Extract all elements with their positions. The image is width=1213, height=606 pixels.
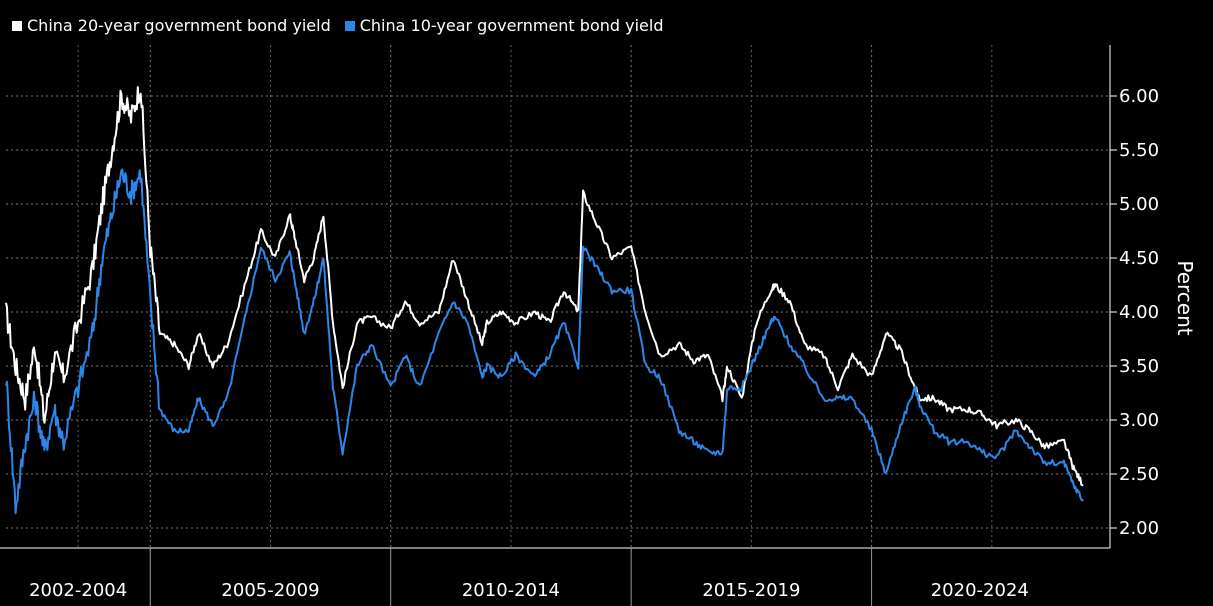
- grid: [6, 45, 1110, 548]
- legend-item-10y[interactable]: China 10-year government bond yield: [344, 16, 664, 35]
- series-lines: [5, 86, 1084, 515]
- x-axis: 2002-2004 2005-2009 2010-2014 2015-2019 2020…: [0, 547, 1110, 606]
- x-tick-label: 2005-2009: [221, 580, 319, 601]
- legend-label-20y: China 20-year government bond yield: [27, 16, 331, 35]
- y-tick-label: 5.50: [1119, 140, 1159, 161]
- x-tick-label: 2002-2004: [29, 580, 127, 601]
- y-tick-label: 5.00: [1119, 194, 1159, 215]
- x-tick-label: 2015-2019: [702, 580, 800, 601]
- y-tick-label: 3.50: [1119, 356, 1159, 377]
- legend: China 20-year government bond yield Chin…: [12, 16, 663, 35]
- legend-item-20y[interactable]: China 20-year government bond yield: [12, 16, 331, 35]
- series-line-20y: [5, 86, 1084, 487]
- legend-swatch-10y: [344, 20, 355, 31]
- y-tick-label: 6.00: [1119, 86, 1159, 107]
- x-tick-label: 2010-2014: [462, 580, 560, 601]
- y-axis-title: Percent: [1173, 260, 1197, 335]
- legend-swatch-20y: [12, 20, 22, 31]
- y-tick-label: 2.00: [1119, 518, 1159, 539]
- y-axis: 2.00 2.50 3.00 3.50 4.00 4.50 5.00 5.50 6.00: [1109, 45, 1159, 548]
- y-tick-label: 4.00: [1119, 302, 1159, 323]
- y-tick-label: 4.50: [1119, 248, 1159, 269]
- legend-label-10y: China 10-year government bond yield: [359, 16, 664, 35]
- series-line-10y: [5, 168, 1084, 515]
- y-tick-label: 3.00: [1119, 410, 1159, 431]
- x-tick-label: 2020-2024: [931, 580, 1029, 601]
- y-tick-label: 2.50: [1119, 464, 1159, 485]
